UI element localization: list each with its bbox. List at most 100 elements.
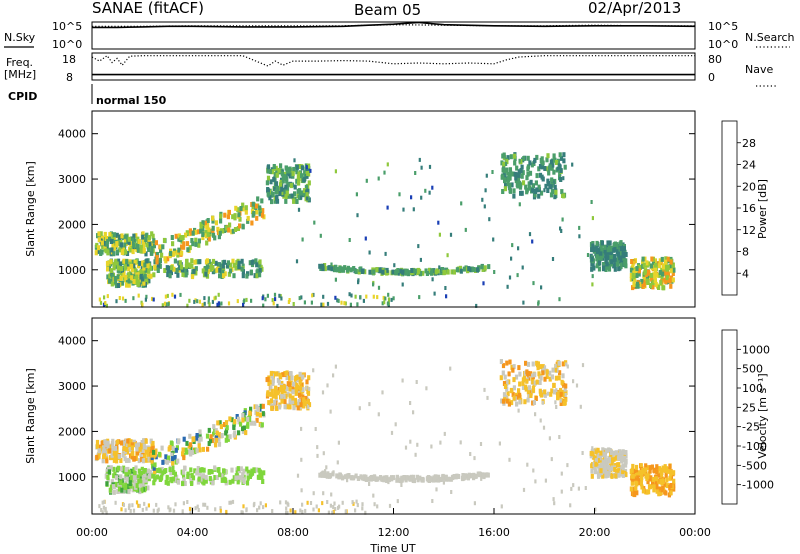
- power-cell: [420, 271, 423, 276]
- velocity-cell: [517, 388, 521, 394]
- power-cell: [488, 217, 491, 222]
- power-cell: [657, 263, 661, 269]
- power-cell: [218, 267, 222, 273]
- power-cell: [279, 163, 283, 169]
- power-cell: [307, 163, 311, 169]
- power-cell: [150, 250, 154, 256]
- power-cell: [561, 217, 564, 222]
- power-cell: [383, 300, 386, 305]
- velocity-cell: [135, 483, 139, 489]
- velocity-cell: [154, 448, 158, 454]
- power-cell: [381, 301, 384, 306]
- velocity-cell: [318, 472, 322, 478]
- velocity-cell: [336, 460, 339, 465]
- velocity-cell: [594, 461, 598, 467]
- power-cell: [300, 165, 305, 171]
- velocity-cell: [631, 473, 635, 479]
- power-cell: [305, 165, 308, 170]
- power-cell: [284, 184, 288, 190]
- power-cell: [651, 284, 655, 290]
- velocity-cell: [258, 412, 262, 418]
- power-cell: [196, 299, 199, 304]
- velocity-cell: [241, 417, 245, 423]
- power-cell: [223, 212, 227, 218]
- velocity-cell: [559, 398, 562, 403]
- power-cell: [214, 220, 218, 226]
- velocity-cell: [201, 473, 205, 479]
- velocity-cell: [130, 442, 134, 448]
- power-cell: [266, 164, 271, 170]
- power-cell: [186, 247, 190, 253]
- velocity-cell: [651, 477, 655, 482]
- power-cell: [578, 234, 581, 239]
- power-cell: [280, 190, 284, 196]
- velocity-cell: [169, 470, 173, 476]
- time-axis-label: Time UT: [369, 542, 415, 554]
- velocity-cell: [220, 433, 224, 438]
- velocity-cell: [288, 386, 292, 392]
- power-cell: [167, 302, 170, 307]
- power-cell: [194, 298, 197, 303]
- power-cell: [323, 263, 327, 268]
- velocity-cell: [127, 442, 131, 448]
- power-cell: [110, 247, 114, 253]
- power-cell: [300, 195, 303, 200]
- power-cell: [553, 178, 557, 184]
- velocity-cell: [514, 374, 519, 380]
- velocity-cell: [122, 465, 126, 471]
- time-tick-label: 20:00: [579, 526, 611, 539]
- velocity-cell: [218, 420, 222, 426]
- velocity-cell: [326, 471, 330, 477]
- power-cell: [531, 189, 534, 194]
- power-cell: [615, 244, 619, 250]
- power-cell: [618, 255, 622, 261]
- velocity-cell: [593, 469, 598, 475]
- power-cell: [133, 260, 137, 265]
- velocity-cell: [648, 468, 652, 474]
- velocity-cell: [542, 425, 546, 430]
- velocity-cell: [291, 399, 295, 405]
- velocity-cell: [351, 500, 354, 505]
- velocity-cell: [581, 363, 585, 368]
- velocity-cell: [255, 404, 259, 410]
- velocity-cell: [241, 413, 245, 418]
- velocity-cell: [171, 465, 175, 471]
- velocity-ytick-label: 4000: [58, 335, 86, 348]
- velocity-cell: [543, 392, 547, 398]
- velocity-cell: [144, 477, 149, 483]
- power-cell: [115, 299, 118, 304]
- power-cell: [137, 293, 140, 298]
- power-cell: [176, 272, 180, 278]
- power-cell: [159, 244, 163, 250]
- power-colorbar-tick-label: 16: [742, 202, 756, 215]
- velocity-cell: [463, 474, 467, 480]
- velocity-cell: [299, 508, 302, 513]
- power-cell: [266, 175, 271, 181]
- power-cell: [334, 277, 337, 282]
- power-cell: [387, 292, 390, 297]
- velocity-cell: [113, 453, 117, 459]
- velocity-cell: [261, 411, 265, 417]
- velocity-cell: [511, 392, 515, 398]
- velocity-cell: [102, 505, 105, 510]
- power-cell: [134, 280, 138, 285]
- power-cell: [171, 292, 174, 297]
- power-cell: [132, 274, 136, 280]
- power-cell: [284, 165, 288, 171]
- power-cell: [399, 268, 403, 274]
- velocity-cell: [158, 451, 162, 457]
- power-cell: [135, 274, 139, 280]
- velocity-cell: [266, 390, 270, 396]
- velocity-cell: [106, 475, 110, 480]
- velocity-cell: [140, 466, 144, 472]
- velocity-cell: [444, 474, 448, 480]
- velocity-cell: [217, 436, 221, 442]
- velocity-cell: [420, 477, 425, 483]
- power-cell: [633, 277, 637, 283]
- power-cell: [113, 275, 117, 281]
- velocity-cell: [241, 428, 245, 434]
- velocity-cell: [663, 482, 667, 488]
- power-cell: [437, 220, 440, 225]
- velocity-cell: [130, 445, 134, 451]
